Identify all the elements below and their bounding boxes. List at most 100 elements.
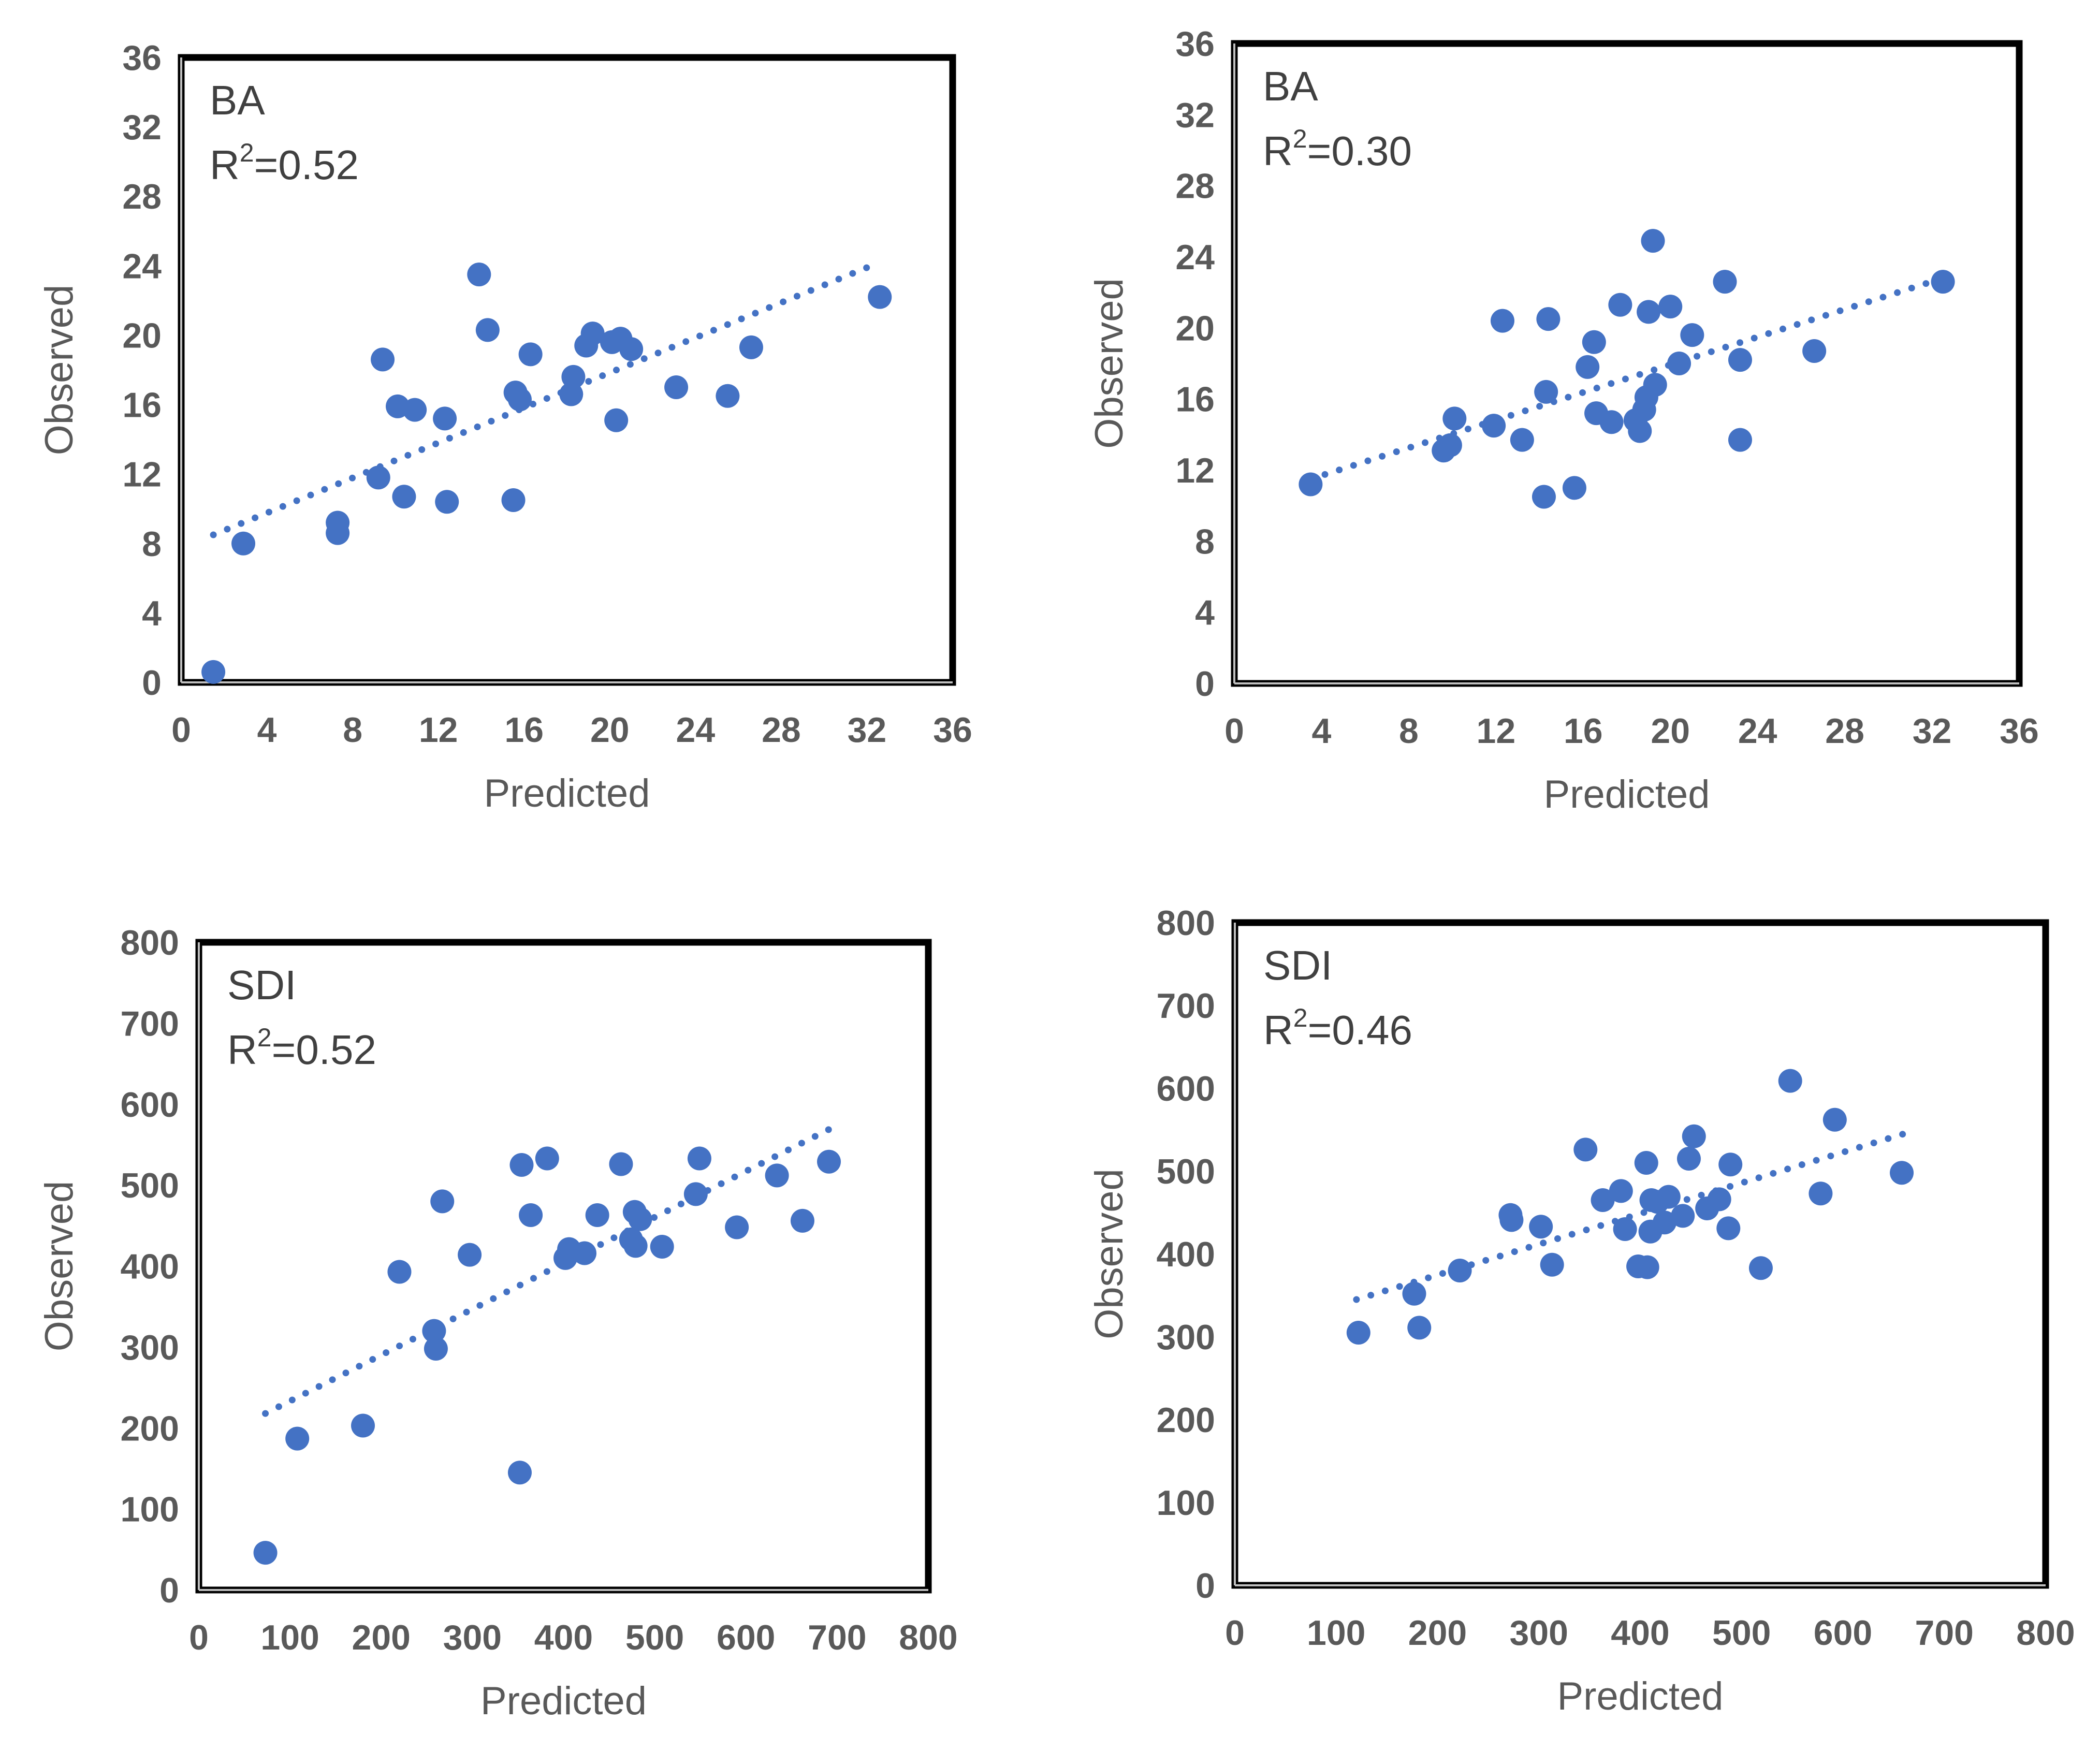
x-tick-label: 8 [343, 710, 362, 750]
data-point [1438, 433, 1462, 457]
data-point [422, 1319, 446, 1343]
trendline [262, 1125, 835, 1417]
x-tick-label: 16 [1564, 711, 1603, 751]
chart-panel-top-right: 0 4 8 12 16 20 24 28 32 36 0 4 8 12 16 20 24 28 32 36 Predic… [1087, 24, 2039, 816]
y-tick-label: 800 [121, 923, 179, 962]
y-axis-title: Observed [37, 285, 81, 456]
x-tick-label: 28 [762, 710, 801, 750]
r-squared-annotation: R2=0.52 [210, 138, 359, 188]
x-tick-label: 800 [2016, 1613, 2075, 1653]
x-tick-label: 36 [933, 710, 972, 750]
data-point [1448, 1259, 1472, 1282]
data-point [1510, 428, 1534, 452]
r-squared-value: =0.46 [1308, 1007, 1412, 1053]
x-tick-label: 28 [1825, 711, 1864, 751]
data-point [619, 337, 644, 361]
data-point [1635, 1255, 1659, 1279]
data-point [1346, 1321, 1370, 1345]
y-tick-label: 16 [122, 386, 162, 425]
r-squared-superscript: 2 [1293, 124, 1307, 153]
r-squared-annotation: R2=0.46 [1263, 1003, 1412, 1053]
data-point [1890, 1161, 1914, 1185]
data-point [231, 531, 256, 556]
data-point [559, 382, 584, 406]
data-point [1540, 1252, 1564, 1277]
data-point [628, 1207, 652, 1231]
data-point [1634, 1151, 1658, 1175]
data-point [509, 1153, 534, 1177]
y-tick-label: 28 [122, 177, 162, 216]
y-tick-label: 16 [1175, 380, 1215, 419]
y-tick-label: 500 [1157, 1152, 1215, 1191]
data-point [1402, 1281, 1426, 1306]
x-tick-label: 36 [2000, 711, 2039, 751]
data-point [433, 406, 457, 431]
data-point [664, 375, 689, 400]
x-tick-label: 400 [534, 1618, 593, 1657]
y-tick-label: 300 [1157, 1318, 1215, 1357]
r-squared-symbol: R [210, 142, 240, 188]
data-point [285, 1426, 310, 1451]
data-point [519, 1203, 543, 1227]
data-point [604, 408, 629, 432]
data-point [518, 342, 543, 367]
x-tick-label: 300 [443, 1618, 502, 1657]
x-tick-label: 12 [1477, 711, 1516, 751]
data-point [535, 1146, 559, 1171]
data-point [1442, 406, 1467, 431]
y-tick-label: 24 [122, 246, 162, 286]
r-squared-superscript: 2 [257, 1023, 272, 1052]
y-tick-label: 700 [121, 1004, 179, 1043]
data-point [1667, 352, 1691, 375]
data-point [1536, 307, 1561, 331]
y-tick-label: 32 [1175, 95, 1215, 135]
x-tick-label: 24 [1738, 711, 1777, 751]
data-point [366, 465, 390, 490]
data-point [1713, 270, 1737, 294]
data-point [1529, 1215, 1553, 1239]
y-tick-label: 8 [1195, 522, 1215, 561]
x-tick-label: 0 [1225, 1613, 1245, 1653]
x-tick-label: 500 [625, 1618, 684, 1657]
x-tick-label: 0 [171, 710, 191, 750]
x-tick-label: 32 [1913, 711, 1952, 751]
chart-panel-top-left: 0 4 8 12 16 20 24 28 32 36 0 4 8 12 16 20 24 28 32 36 Predic… [37, 38, 972, 815]
y-tick-label: 300 [121, 1328, 179, 1367]
trendline [210, 259, 883, 538]
y-tick-label: 600 [1157, 1069, 1215, 1108]
data-point [387, 1260, 412, 1284]
data-point [1716, 1216, 1741, 1241]
y-tick-label: 4 [1195, 593, 1215, 633]
data-point [1682, 1124, 1706, 1148]
y-tick-label: 28 [1175, 167, 1215, 206]
y-tick-label: 32 [122, 108, 162, 147]
x-tick-label: 100 [260, 1618, 319, 1657]
x-tick-label: 8 [1399, 711, 1419, 751]
data-point [1637, 300, 1661, 324]
series-annotation: BA [1263, 63, 1318, 109]
data-point [1658, 295, 1683, 319]
data-point [1748, 1256, 1773, 1280]
trendline [1307, 274, 1947, 483]
data-point [430, 1189, 455, 1214]
r-squared-superscript: 2 [1293, 1003, 1308, 1032]
chart-panel-bottom-left: 0 100 200 300 400 500 600 700 800 0 100 200 300 400 50… [37, 923, 958, 1723]
data-point [790, 1208, 814, 1233]
x-tick-label: 100 [1307, 1613, 1365, 1653]
x-tick-label: 200 [352, 1618, 411, 1657]
data-point [609, 1152, 633, 1176]
data-point [1628, 419, 1652, 443]
y-tick-label: 400 [1157, 1235, 1215, 1274]
data-point [1931, 270, 1955, 294]
data-point [1532, 485, 1556, 509]
data-point [458, 1243, 482, 1267]
x-tick-label: 4 [257, 710, 277, 750]
x-axis-title: Predicted [480, 1679, 647, 1723]
data-point [561, 364, 586, 389]
y-tick-label: 0 [142, 663, 162, 703]
y-tick-label: 600 [121, 1085, 179, 1125]
x-tick-label: 700 [808, 1618, 866, 1657]
data-point [1822, 1107, 1847, 1132]
data-point [580, 322, 605, 346]
x-tick-label: 200 [1408, 1613, 1467, 1653]
